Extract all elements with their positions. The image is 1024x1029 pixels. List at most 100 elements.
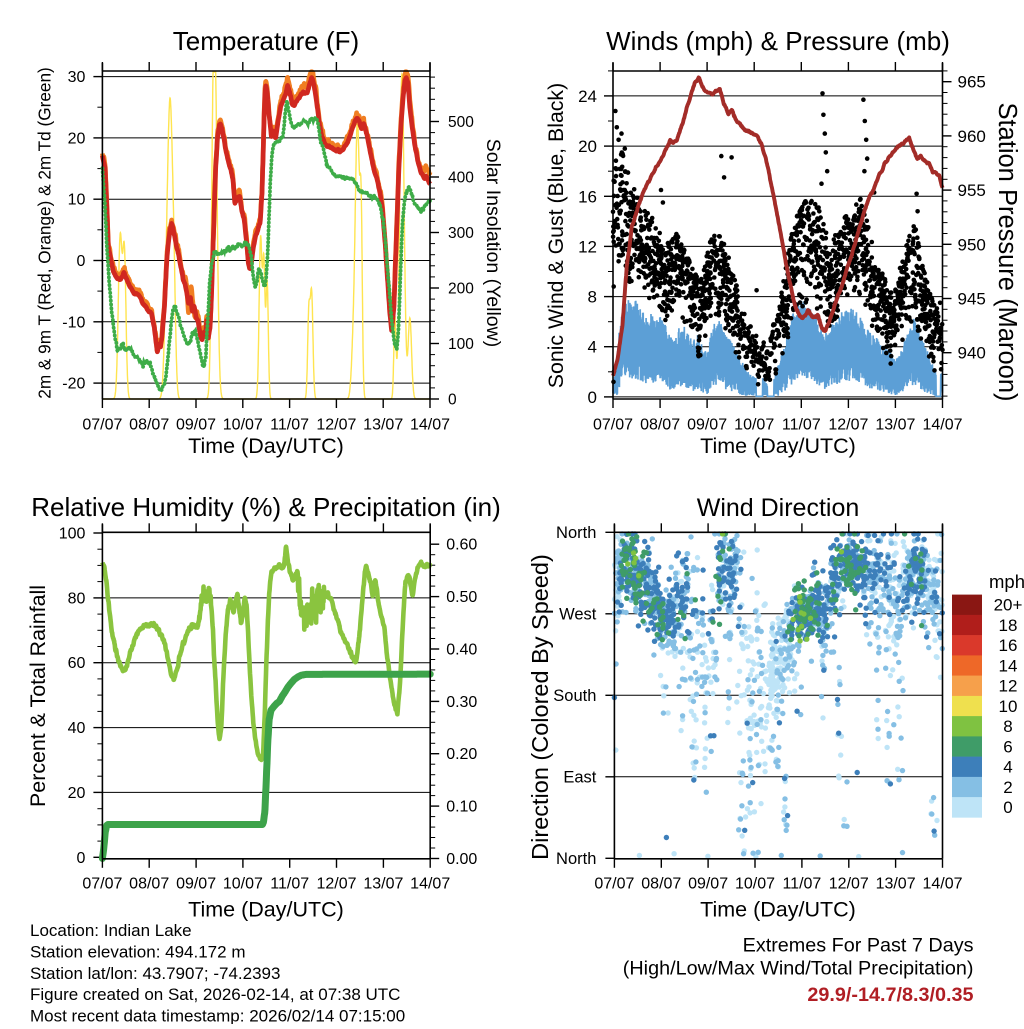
svg-text:10/07: 10/07 xyxy=(735,876,775,893)
svg-text:0.60: 0.60 xyxy=(446,537,477,554)
svg-text:24: 24 xyxy=(578,87,597,106)
svg-text:South: South xyxy=(553,687,596,705)
svg-text:Winds (mph) & Pressure (mb): Winds (mph) & Pressure (mb) xyxy=(606,26,950,56)
svg-text:12/07: 12/07 xyxy=(829,876,869,893)
svg-text:2m & 9m T (Red, Orange) & 2m T: 2m & 9m T (Red, Orange) & 2m Td (Green) xyxy=(35,67,55,398)
svg-text:Percent & Total Rainfall: Percent & Total Rainfall xyxy=(26,585,50,807)
svg-text:Station lat/lon: 43.7907; -74.: Station lat/lon: 43.7907; -74.2393 xyxy=(30,964,280,983)
svg-text:30: 30 xyxy=(68,69,86,86)
svg-text:09/07: 09/07 xyxy=(688,876,728,893)
svg-text:13/07: 13/07 xyxy=(363,876,403,893)
svg-text:2: 2 xyxy=(1003,778,1012,797)
svg-text:East: East xyxy=(563,768,596,786)
svg-text:Location: Indian Lake: Location: Indian Lake xyxy=(30,921,192,940)
svg-text:14/07: 14/07 xyxy=(922,417,962,434)
svg-text:965: 965 xyxy=(958,73,986,92)
svg-text:0: 0 xyxy=(1003,798,1012,817)
svg-text:08/07: 08/07 xyxy=(641,876,681,893)
svg-text:16: 16 xyxy=(578,187,597,206)
svg-text:09/07: 09/07 xyxy=(687,417,727,434)
svg-text:08/07: 08/07 xyxy=(129,417,169,434)
svg-text:09/07: 09/07 xyxy=(176,876,216,893)
svg-text:12/07: 12/07 xyxy=(316,417,356,434)
svg-text:16: 16 xyxy=(999,636,1018,655)
svg-text:955: 955 xyxy=(958,181,986,200)
svg-text:Station Pressure (Maroon): Station Pressure (Maroon) xyxy=(993,102,1021,401)
svg-text:8: 8 xyxy=(1003,717,1012,736)
svg-text:100: 100 xyxy=(59,526,86,543)
svg-text:6: 6 xyxy=(1003,738,1012,757)
svg-text:40: 40 xyxy=(68,720,86,737)
svg-text:29.9/-14.7/8.3/0.35: 29.9/-14.7/8.3/0.35 xyxy=(807,984,973,1006)
svg-text:0.20: 0.20 xyxy=(446,746,477,763)
svg-text:-20: -20 xyxy=(62,376,85,393)
svg-text:500: 500 xyxy=(448,114,474,131)
svg-text:13/07: 13/07 xyxy=(875,417,915,434)
svg-text:0.00: 0.00 xyxy=(446,851,477,868)
svg-text:60: 60 xyxy=(68,655,86,672)
svg-text:14/07: 14/07 xyxy=(410,417,450,434)
svg-text:North: North xyxy=(556,850,596,868)
svg-text:Time (Day/UTC): Time (Day/UTC) xyxy=(188,898,344,922)
svg-text:Most recent data timestamp: 20: Most recent data timestamp: 2026/02/14 0… xyxy=(30,1007,405,1024)
svg-text:0.50: 0.50 xyxy=(446,589,477,606)
svg-text:300: 300 xyxy=(448,225,474,242)
svg-text:0.40: 0.40 xyxy=(446,642,477,659)
svg-text:14/07: 14/07 xyxy=(410,876,450,893)
svg-text:07/07: 07/07 xyxy=(82,417,122,434)
svg-text:13/07: 13/07 xyxy=(876,876,916,893)
svg-text:11/07: 11/07 xyxy=(270,876,309,893)
svg-text:Extremes For Past 7 Days: Extremes For Past 7 Days xyxy=(743,935,974,957)
svg-text:200: 200 xyxy=(448,281,474,298)
svg-text:11/07: 11/07 xyxy=(270,417,309,434)
svg-text:11/07: 11/07 xyxy=(782,876,821,893)
svg-text:Time (Day/UTC): Time (Day/UTC) xyxy=(700,898,856,922)
svg-text:14/07: 14/07 xyxy=(922,876,962,893)
svg-text:Station elevation: 494.172 m: Station elevation: 494.172 m xyxy=(30,942,245,961)
svg-text:0: 0 xyxy=(76,850,85,867)
svg-text:0: 0 xyxy=(76,253,85,270)
svg-text:10/07: 10/07 xyxy=(734,417,774,434)
svg-text:07/07: 07/07 xyxy=(82,876,122,893)
svg-text:Wind Direction: Wind Direction xyxy=(697,494,860,522)
svg-text:08/07: 08/07 xyxy=(129,876,169,893)
svg-text:0: 0 xyxy=(448,392,457,409)
svg-text:12: 12 xyxy=(999,677,1018,696)
svg-text:12/07: 12/07 xyxy=(828,417,868,434)
svg-text:Relative Humidity (%) & Precip: Relative Humidity (%) & Precipitation (i… xyxy=(31,492,501,522)
svg-text:20: 20 xyxy=(68,785,86,802)
svg-text:Time (Day/UTC): Time (Day/UTC) xyxy=(700,434,856,458)
svg-text:80: 80 xyxy=(68,590,86,607)
svg-text:10/07: 10/07 xyxy=(223,417,263,434)
svg-text:400: 400 xyxy=(448,170,474,187)
svg-text:08/07: 08/07 xyxy=(640,417,680,434)
svg-text:12/07: 12/07 xyxy=(316,876,356,893)
svg-text:14: 14 xyxy=(999,657,1018,676)
svg-text:10: 10 xyxy=(68,192,86,209)
svg-text:20: 20 xyxy=(578,137,597,156)
svg-text:20: 20 xyxy=(68,130,86,147)
svg-text:960: 960 xyxy=(958,127,986,146)
svg-text:0.30: 0.30 xyxy=(446,694,477,711)
svg-text:Direction (Colored By Speed): Direction (Colored By Speed) xyxy=(527,554,553,860)
svg-text:100: 100 xyxy=(448,336,474,353)
svg-text:07/07: 07/07 xyxy=(593,417,633,434)
svg-text:West: West xyxy=(559,605,597,623)
svg-text:0.10: 0.10 xyxy=(446,799,477,816)
svg-text:940: 940 xyxy=(958,344,986,363)
svg-text:(High/Low/Max Wind/Total Preci: (High/Low/Max Wind/Total Precipitation) xyxy=(623,958,974,980)
svg-text:mph: mph xyxy=(989,571,1024,592)
svg-text:0: 0 xyxy=(588,388,597,407)
svg-text:18: 18 xyxy=(999,616,1018,635)
svg-text:945: 945 xyxy=(958,290,986,309)
svg-text:09/07: 09/07 xyxy=(176,417,216,434)
svg-text:12: 12 xyxy=(578,237,597,256)
svg-text:11/07: 11/07 xyxy=(782,417,821,434)
svg-text:North: North xyxy=(556,524,596,542)
svg-text:4: 4 xyxy=(1003,758,1012,777)
svg-text:Figure created on Sat, 2026-02: Figure created on Sat, 2026-02-14, at 07… xyxy=(30,985,400,1004)
svg-text:07/07: 07/07 xyxy=(594,876,634,893)
svg-text:8: 8 xyxy=(588,288,597,307)
svg-text:Sonic Wind & Gust (Blue, Black: Sonic Wind & Gust (Blue, Black) xyxy=(544,83,568,388)
svg-text:20+: 20+ xyxy=(994,596,1023,615)
